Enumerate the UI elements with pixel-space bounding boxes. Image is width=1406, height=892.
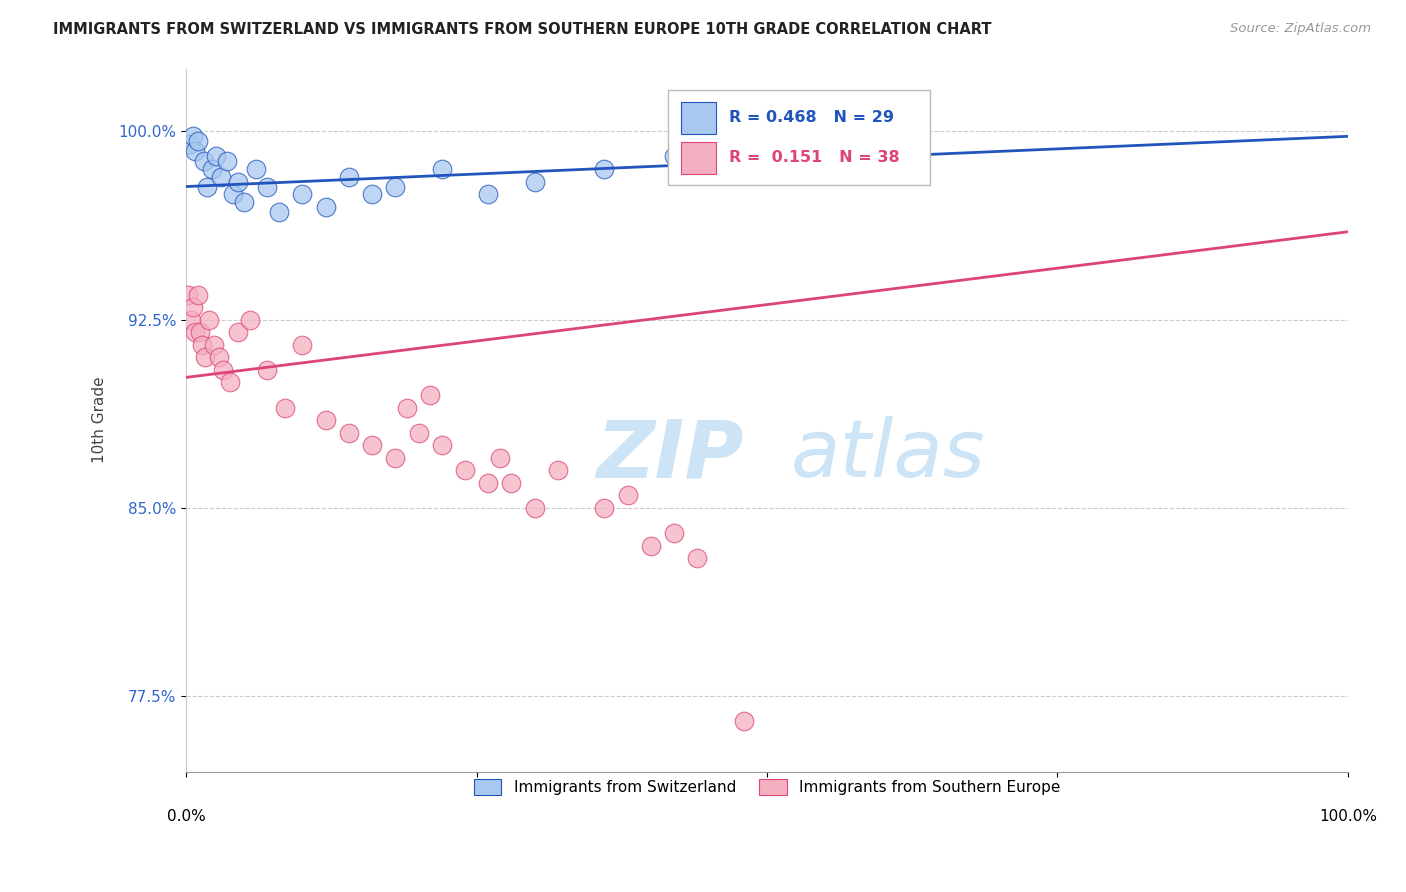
Point bbox=[180, 312, 202, 326]
Point bbox=[640, 539, 662, 553]
Point bbox=[686, 551, 709, 566]
Point bbox=[208, 351, 231, 365]
Point bbox=[202, 338, 225, 352]
Point bbox=[256, 179, 278, 194]
Point bbox=[233, 194, 256, 209]
Point bbox=[384, 450, 406, 465]
Point bbox=[181, 300, 204, 314]
Point bbox=[361, 187, 384, 202]
Point bbox=[907, 136, 929, 151]
Text: atlas: atlas bbox=[790, 417, 986, 494]
Point bbox=[419, 388, 441, 402]
FancyBboxPatch shape bbox=[681, 103, 716, 134]
Point bbox=[523, 501, 546, 516]
Point bbox=[477, 475, 499, 490]
Point bbox=[228, 175, 250, 189]
Point bbox=[179, 136, 201, 151]
Point bbox=[209, 169, 232, 184]
Text: 0.0%: 0.0% bbox=[167, 809, 205, 824]
Point bbox=[191, 338, 214, 352]
Point bbox=[205, 149, 228, 163]
Point bbox=[291, 187, 314, 202]
FancyBboxPatch shape bbox=[668, 89, 929, 185]
Point bbox=[662, 526, 685, 541]
Text: Source: ZipAtlas.com: Source: ZipAtlas.com bbox=[1230, 22, 1371, 36]
Point bbox=[239, 312, 262, 326]
Point bbox=[593, 501, 616, 516]
Point bbox=[814, 161, 837, 176]
Text: R =  0.151   N = 38: R = 0.151 N = 38 bbox=[728, 151, 900, 165]
Point bbox=[616, 488, 638, 502]
Point bbox=[187, 287, 209, 301]
Point bbox=[245, 161, 267, 176]
Text: R = 0.468   N = 29: R = 0.468 N = 29 bbox=[728, 111, 894, 125]
Point bbox=[662, 149, 685, 163]
Point bbox=[181, 129, 204, 144]
Point bbox=[501, 475, 523, 490]
Y-axis label: 10th Grade: 10th Grade bbox=[93, 376, 107, 464]
Point bbox=[195, 179, 218, 194]
Point bbox=[291, 338, 314, 352]
Point bbox=[201, 161, 224, 176]
Point bbox=[256, 363, 278, 377]
Point bbox=[523, 175, 546, 189]
Point bbox=[430, 161, 453, 176]
Point bbox=[733, 145, 755, 159]
Point bbox=[269, 204, 291, 219]
Point bbox=[489, 450, 512, 465]
Text: ZIP: ZIP bbox=[596, 417, 744, 494]
Point bbox=[477, 187, 499, 202]
Legend: Immigrants from Switzerland, Immigrants from Southern Europe: Immigrants from Switzerland, Immigrants … bbox=[467, 772, 1067, 803]
Point bbox=[315, 200, 337, 214]
Point bbox=[221, 187, 243, 202]
Point bbox=[177, 287, 200, 301]
Point bbox=[408, 425, 430, 440]
Point bbox=[593, 161, 616, 176]
Point bbox=[215, 154, 238, 169]
Point bbox=[219, 376, 242, 390]
Point bbox=[547, 463, 569, 477]
Point bbox=[274, 401, 297, 415]
Point bbox=[454, 463, 477, 477]
Text: 100.0%: 100.0% bbox=[1319, 809, 1376, 824]
Point bbox=[361, 438, 384, 452]
Point bbox=[184, 145, 207, 159]
Point bbox=[337, 169, 360, 184]
Text: IMMIGRANTS FROM SWITZERLAND VS IMMIGRANTS FROM SOUTHERN EUROPE 10TH GRADE CORREL: IMMIGRANTS FROM SWITZERLAND VS IMMIGRANT… bbox=[53, 22, 991, 37]
Point bbox=[384, 179, 406, 194]
Point bbox=[733, 714, 755, 729]
Point bbox=[194, 351, 217, 365]
FancyBboxPatch shape bbox=[681, 143, 716, 174]
Point bbox=[337, 425, 360, 440]
Point bbox=[188, 325, 211, 339]
Point bbox=[228, 325, 250, 339]
Point bbox=[395, 401, 418, 415]
Point bbox=[430, 438, 453, 452]
Point bbox=[184, 325, 207, 339]
Point bbox=[193, 154, 215, 169]
Point bbox=[212, 363, 235, 377]
Point bbox=[315, 413, 337, 427]
Point bbox=[198, 312, 221, 326]
Point bbox=[187, 134, 209, 148]
